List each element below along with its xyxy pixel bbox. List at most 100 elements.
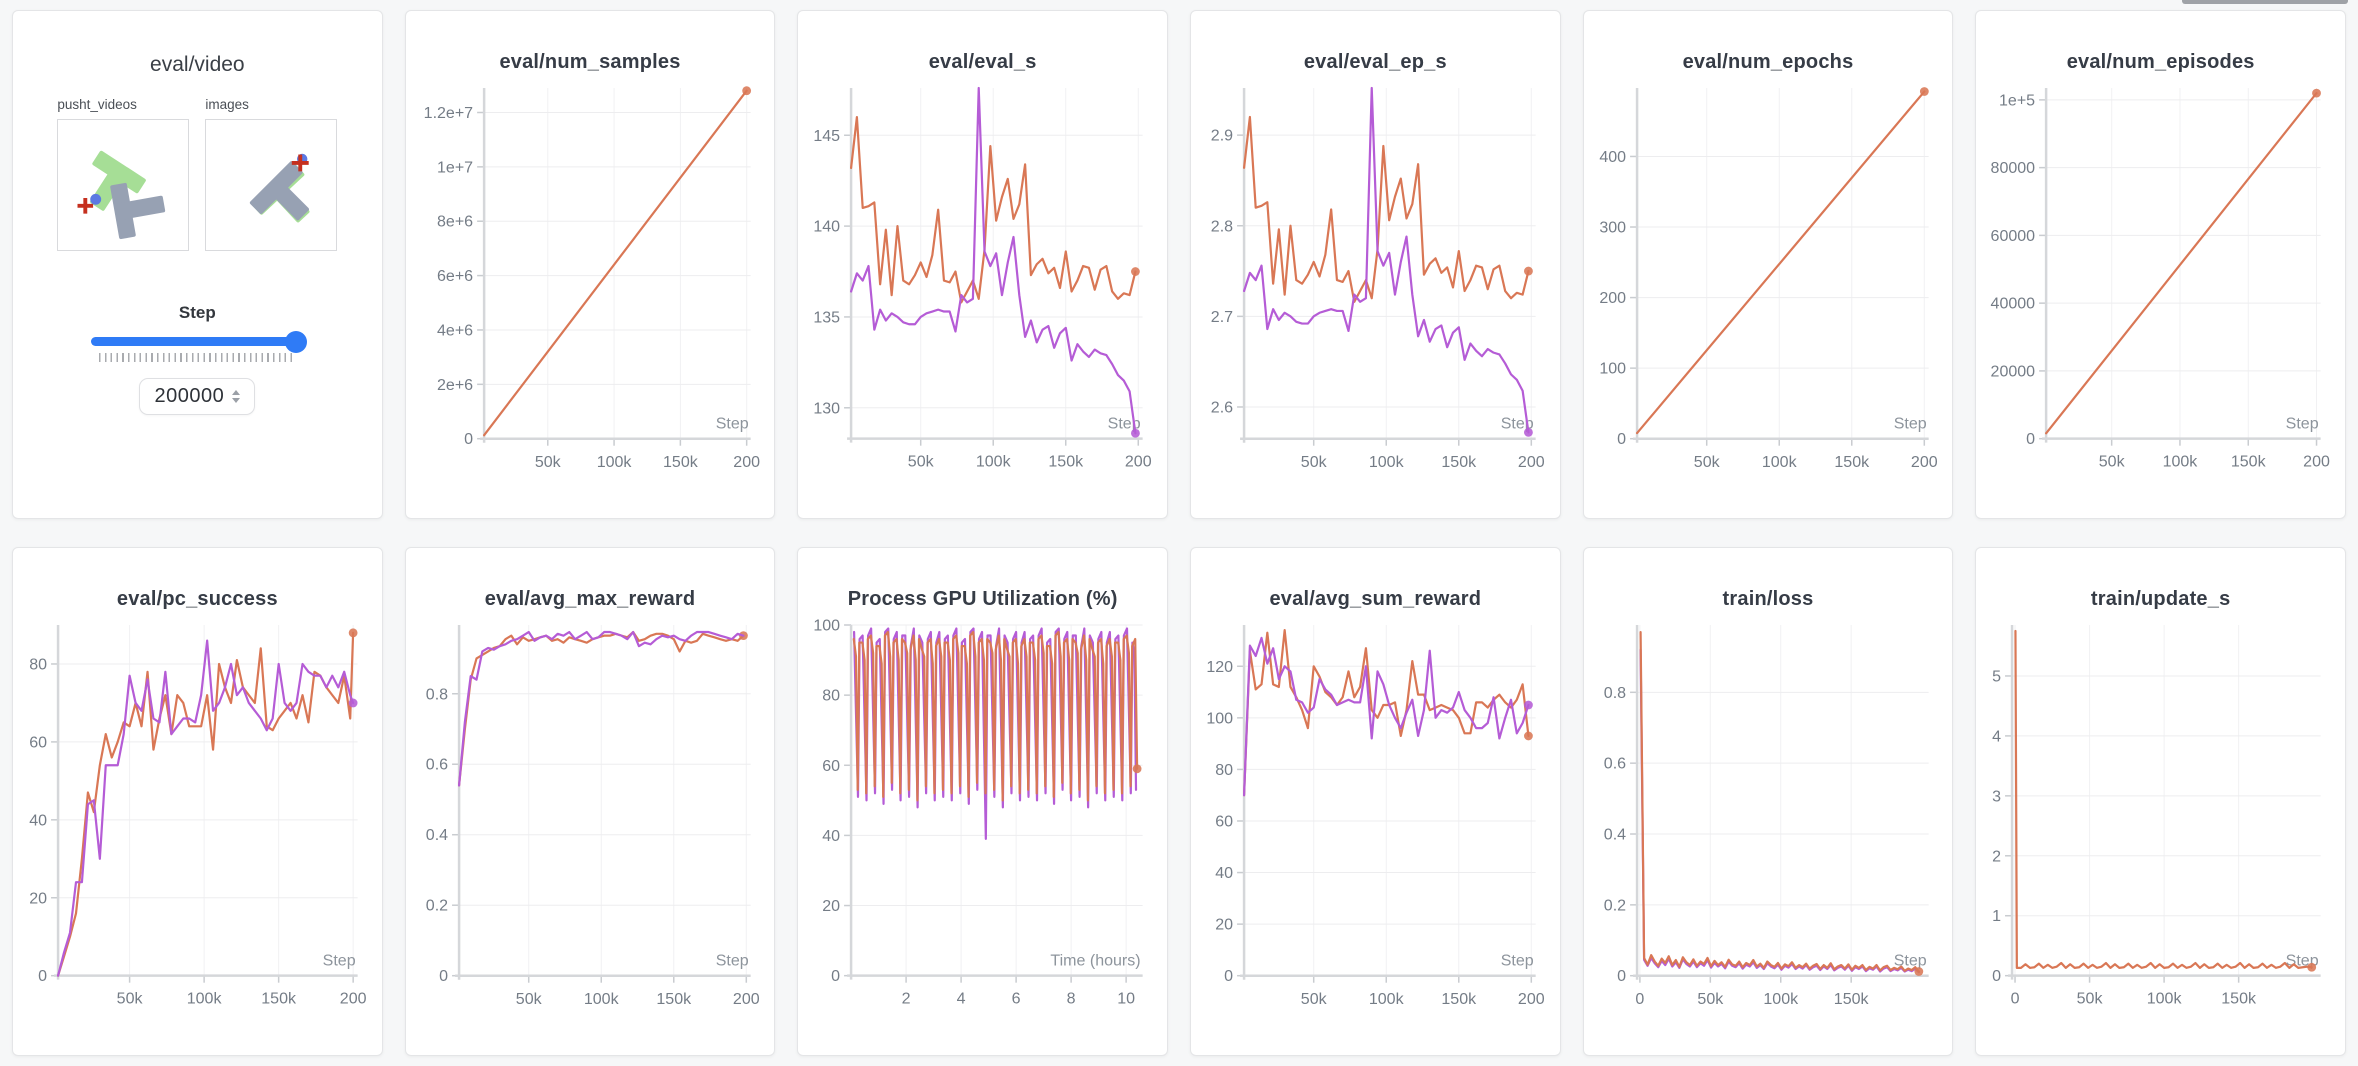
horizontal-scrollbar-thumb[interactable] [2182, 0, 2348, 4]
chart-eval-num-epochs[interactable]: 50k 100k 150k 200 0 100 200 300 400 Step [1596, 80, 1941, 481]
svg-text:100: 100 [1599, 360, 1626, 378]
chart-train-loss[interactable]: 0 50k 100k 150k 0 0.2 0.4 0.6 0.8 Step [1596, 617, 1941, 1018]
svg-text:0: 0 [2027, 430, 2036, 448]
chart-title: eval/num_samples [499, 51, 681, 73]
step-slider-handle[interactable] [285, 330, 308, 353]
svg-text:200: 200 [2303, 453, 2330, 471]
svg-text:100k: 100k [2147, 990, 2183, 1008]
svg-text:2: 2 [902, 990, 911, 1008]
svg-text:60: 60 [1215, 812, 1233, 830]
step-slider-ticks [99, 353, 296, 362]
chart-eval-eval-ep-s[interactable]: 50k 100k 150k 200 2.6 2.7 2.8 2.9 Step [1203, 80, 1548, 481]
svg-text:150k: 150k [2231, 453, 2267, 471]
svg-text:100k: 100k [596, 453, 632, 471]
svg-text:150k: 150k [1833, 990, 1869, 1008]
svg-text:50k: 50k [535, 453, 562, 471]
chart-title: eval/eval_ep_s [1303, 51, 1447, 73]
spinner-down-icon[interactable] [232, 398, 241, 403]
chart-title: eval/eval_s [928, 51, 1037, 73]
svg-text:2.9: 2.9 [1211, 127, 1233, 145]
step-slider-label: Step [178, 303, 216, 322]
panel-eval-num-epochs: eval/num_epochs 50k 100k 150k 200 0 100 200 300… [1582, 10, 1954, 519]
svg-text:100k: 100k [187, 990, 223, 1008]
media-label: images [205, 97, 249, 112]
svg-text:0: 0 [1635, 990, 1644, 1008]
chart-train-update-s[interactable]: 0 50k 100k 150k 0 1 2 3 4 5 Step [1988, 617, 2333, 1018]
svg-text:100k: 100k [1369, 990, 1405, 1008]
images-thumbnail[interactable] [205, 119, 338, 251]
svg-text:60: 60 [29, 733, 47, 751]
svg-text:60: 60 [823, 757, 841, 775]
svg-text:80: 80 [823, 687, 841, 705]
svg-text:Time (hours): Time (hours) [1051, 952, 1141, 970]
svg-text:100k: 100k [1762, 453, 1798, 471]
gray-t-shape [110, 182, 166, 240]
svg-text:40: 40 [29, 811, 47, 829]
svg-text:200: 200 [733, 453, 760, 471]
svg-text:150k: 150k [1834, 453, 1870, 471]
media-row: pusht_videos [25, 97, 370, 251]
svg-text:200: 200 [1125, 453, 1152, 471]
svg-text:0.8: 0.8 [425, 685, 447, 703]
svg-text:150k: 150k [1441, 453, 1477, 471]
svg-text:20: 20 [29, 889, 47, 907]
chart-title: train/loss [1722, 588, 1814, 610]
svg-text:140: 140 [814, 218, 841, 236]
svg-text:60000: 60000 [1991, 227, 2036, 245]
svg-text:150k: 150k [1049, 453, 1085, 471]
chart-eval-pc-success[interactable]: 50k 100k 150k 200 0 20 40 60 80 Step [25, 617, 370, 1018]
chart-eval-eval-s[interactable]: 50k 100k 150k 200 130 135 140 145 Step [810, 80, 1155, 481]
step-slider-track[interactable] [91, 330, 308, 353]
svg-text:1e+5: 1e+5 [1999, 91, 2035, 109]
svg-text:200: 200 [1911, 453, 1938, 471]
pusht-videos-thumbnail[interactable] [57, 119, 190, 251]
svg-text:150k: 150k [656, 990, 692, 1008]
step-input[interactable]: 200000 [139, 378, 256, 415]
svg-text:80000: 80000 [1991, 159, 2036, 177]
step-slider[interactable] [91, 330, 308, 362]
panel-eval-eval-ep-s: eval/eval_ep_s 50k 100k 150k 200 2.6 2.7 2.8 2.… [1189, 10, 1561, 519]
svg-text:Step: Step [715, 415, 748, 433]
chart-eval-avg-sum-reward[interactable]: 50k 100k 150k 200 0 20 40 60 80 100 120 Step [1203, 617, 1548, 1018]
panel-eval-num-samples: eval/num_samples 50k 100k 150k 200 0 2e+6 4e+6… [404, 10, 776, 519]
svg-text:150k: 150k [261, 990, 297, 1008]
svg-text:0: 0 [464, 430, 473, 448]
spinner-up-icon[interactable] [232, 390, 241, 395]
svg-text:2.7: 2.7 [1211, 308, 1233, 326]
svg-text:100k: 100k [976, 453, 1012, 471]
chart-gpu-utilization[interactable]: 2 4 6 8 10 0 20 40 60 80 100 Time (hours) [810, 617, 1155, 1018]
spinner-arrows[interactable] [232, 390, 241, 403]
svg-text:200: 200 [1518, 453, 1545, 471]
svg-text:4: 4 [957, 990, 966, 1008]
panel-eval-avg-max-reward: eval/avg_max_reward 50k 100k 150k 200 0 0.2 0.… [404, 547, 776, 1056]
pusht-scene-image [77, 150, 166, 240]
svg-text:130: 130 [814, 399, 841, 417]
media-label: pusht_videos [57, 97, 137, 112]
svg-text:Step: Step [323, 952, 356, 970]
chart-eval-num-samples[interactable]: 50k 100k 150k 200 0 2e+6 4e+6 6e+6 8e+6 1e+7 1.2e+… [418, 80, 763, 481]
svg-text:Step: Step [1893, 952, 1926, 970]
pusht-scene-image [250, 153, 310, 223]
svg-text:Step: Step [1501, 952, 1534, 970]
panel-eval-pc-success: eval/pc_success 50k 100k 150k 200 0 20 40 60 80 S… [12, 547, 383, 1056]
target-cross-icon [77, 198, 94, 214]
svg-text:0: 0 [439, 967, 448, 985]
svg-text:100: 100 [1206, 709, 1233, 727]
svg-text:200: 200 [1599, 289, 1626, 307]
svg-text:200: 200 [733, 990, 760, 1008]
chart-eval-avg-max-reward[interactable]: 50k 100k 150k 200 0 0.2 0.4 0.6 0.8 Step [418, 617, 763, 1018]
step-value[interactable]: 200000 [154, 385, 225, 407]
gray-t-shape [250, 161, 310, 221]
chart-title: train/update_s [2090, 588, 2231, 610]
svg-text:6e+6: 6e+6 [437, 267, 473, 285]
svg-text:0.4: 0.4 [1603, 826, 1625, 844]
svg-text:6: 6 [1012, 990, 1021, 1008]
chart-eval-num-episodes[interactable]: 50k 100k 150k 200 0 20000 40000 60000 80000 1e+5 S… [1988, 80, 2333, 481]
svg-text:20: 20 [823, 897, 841, 915]
svg-text:4: 4 [1992, 727, 2001, 745]
svg-text:50k: 50k [1301, 990, 1328, 1008]
svg-text:0.6: 0.6 [425, 756, 447, 774]
svg-text:2.8: 2.8 [1211, 217, 1233, 235]
svg-text:0: 0 [1617, 430, 1626, 448]
